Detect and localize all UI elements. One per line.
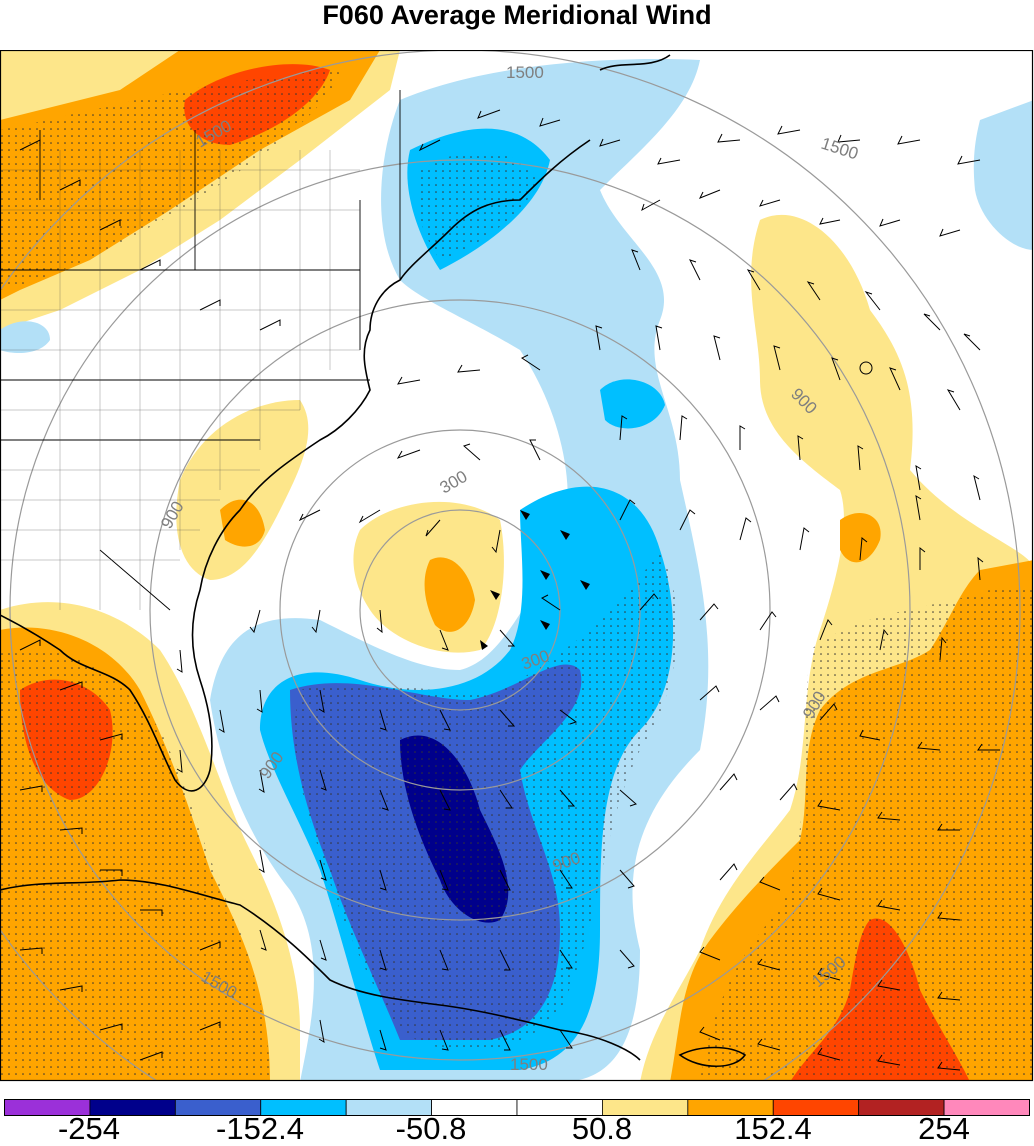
stipple-east (700, 590, 1032, 1081)
weather-map: 1500 1500 1500 1500 1500 1500 900 900 90… (0, 50, 1034, 1082)
colorbar-label: -254 (57, 1111, 121, 1146)
wind-barbs (19, 109, 1000, 1071)
colorbar-label: -50.8 (395, 1111, 467, 1146)
colorbar (4, 1099, 1030, 1116)
shade-lightblue-ne (973, 100, 1032, 250)
shade-yellow-carolina (176, 400, 309, 580)
stipple-west (1, 648, 270, 1081)
colorbar-label: 254 (918, 1111, 970, 1146)
stipple-center (294, 550, 678, 1051)
shade-orange-carolina (220, 499, 265, 547)
colorbar-label: -152.4 (216, 1111, 304, 1146)
map-title: F060 Average Meridional Wind (322, 0, 712, 30)
shade-orange-center (424, 557, 475, 632)
colorbar-label: 152.4 (734, 1111, 812, 1146)
stipple-nw (1, 70, 340, 290)
coastline (1, 54, 747, 1067)
contour-label: 1500 (510, 1055, 548, 1074)
shade-orange-east-small (840, 512, 881, 563)
county-borders (1, 150, 360, 610)
colorbar-label: 50.8 (571, 1111, 633, 1146)
contour-label: 1500 (506, 63, 544, 82)
shade-lightblue-w (1, 321, 50, 353)
small-circle-marker (859, 361, 873, 375)
shade-blue-small (600, 379, 665, 429)
map-frame (0, 50, 1034, 1082)
